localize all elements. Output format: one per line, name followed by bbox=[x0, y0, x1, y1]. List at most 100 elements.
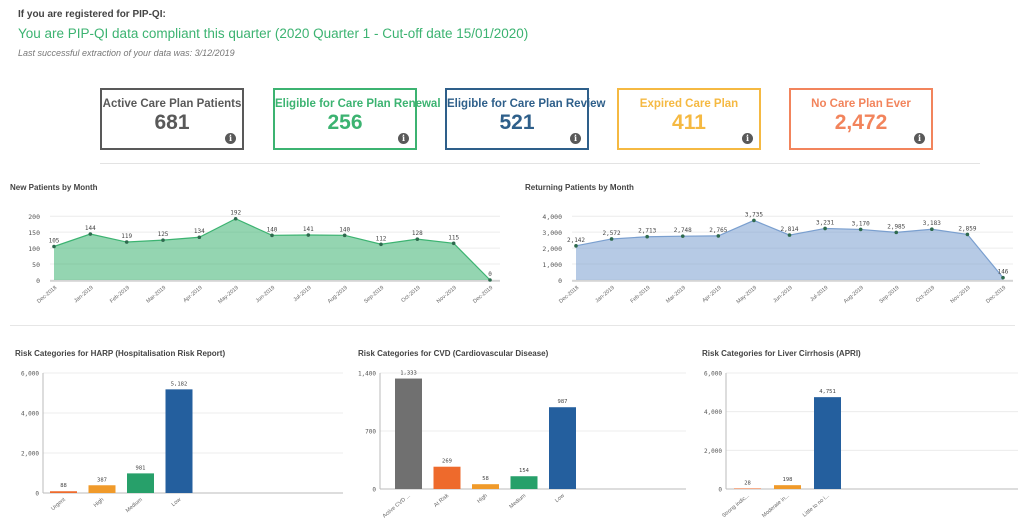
x-tick-label: Mar-2019 bbox=[665, 285, 687, 305]
y-tick-label: 6,000 bbox=[704, 371, 722, 378]
y-tick-label: 100 bbox=[28, 245, 40, 253]
bar bbox=[734, 488, 761, 489]
x-tick-label: Sep-2019 bbox=[363, 285, 385, 305]
kpi-value: 521 bbox=[499, 111, 535, 134]
data-point bbox=[1001, 275, 1005, 280]
y-tick-label: 700 bbox=[365, 429, 376, 436]
data-label: 141 bbox=[303, 226, 314, 233]
data-label: 987 bbox=[558, 399, 568, 405]
x-tick-label: Nov-2019 bbox=[436, 285, 458, 305]
data-point bbox=[342, 233, 347, 238]
y-tick-label: 150 bbox=[28, 229, 40, 237]
y-tick-label: 200 bbox=[28, 213, 40, 221]
kpi-eligible-renewal[interactable]: Eligible for Care Plan Renewal 256 i bbox=[273, 88, 441, 150]
y-tick-label: 0 bbox=[558, 277, 562, 285]
data-point bbox=[233, 216, 238, 221]
info-icon[interactable]: i bbox=[398, 133, 409, 144]
data-point bbox=[787, 233, 792, 237]
info-icon[interactable]: i bbox=[914, 133, 925, 144]
y-tick-label: 0 bbox=[372, 487, 376, 494]
data-label: 387 bbox=[97, 477, 107, 483]
registered-label: If you are registered for PIP-QI: bbox=[18, 9, 166, 20]
kpi-value: 256 bbox=[327, 111, 363, 134]
bar bbox=[774, 485, 801, 489]
data-label: 981 bbox=[136, 465, 146, 471]
x-tick-label: Jan-2019 bbox=[594, 285, 615, 304]
bar bbox=[127, 473, 154, 493]
data-label: 269 bbox=[442, 459, 452, 465]
info-icon[interactable]: i bbox=[225, 133, 236, 144]
data-label: 146 bbox=[998, 269, 1009, 276]
x-tick-label: Urgent bbox=[50, 497, 67, 513]
x-tick-label: Moderate in... bbox=[761, 493, 791, 520]
data-point bbox=[451, 241, 456, 246]
kpi-expired-care-plan[interactable]: Expired Care Plan 411 i bbox=[617, 88, 761, 150]
cvd-risk-panel: Risk Categories for CVD (Cardiovascular … bbox=[358, 349, 688, 524]
data-label: 105 bbox=[49, 238, 60, 245]
x-tick-label: May-2019 bbox=[736, 285, 759, 305]
data-label: 192 bbox=[230, 210, 241, 217]
data-point bbox=[574, 244, 578, 248]
x-tick-label: Nov-2019 bbox=[950, 285, 972, 305]
kpi-value: 2,472 bbox=[834, 111, 888, 134]
data-point bbox=[161, 238, 165, 242]
data-label: 0 bbox=[488, 271, 492, 278]
y-tick-label: 4,000 bbox=[704, 409, 722, 416]
x-tick-label: At Risk bbox=[433, 493, 450, 509]
data-point bbox=[270, 233, 274, 238]
compliance-status: You are PIP-QI data compliant this quart… bbox=[18, 26, 529, 41]
extraction-date: Last successful extraction of your data … bbox=[18, 48, 235, 58]
y-tick-label: 0 bbox=[36, 277, 40, 285]
data-label: 3,231 bbox=[816, 219, 834, 226]
y-tick-label: 2,000 bbox=[21, 451, 39, 458]
returning-patients-chart[interactable]: 0 1,000 2,000 3,000 4,000 2,142 Dec-2018 2,572 J… bbox=[525, 209, 1020, 305]
data-point bbox=[894, 230, 899, 235]
data-point bbox=[680, 234, 685, 238]
y-tick-label: 50 bbox=[32, 261, 40, 269]
liver-risk-panel: Risk Categories for Liver Cirrhosis (APR… bbox=[702, 349, 1020, 524]
liver-risk-chart[interactable]: 0 2,000 4,000 6,000 28 Strong indic... 198 Mode… bbox=[702, 371, 1020, 524]
kpi-active-care-plan[interactable]: Active Care Plan Patients 681 i bbox=[100, 88, 244, 150]
chart-title: Risk Categories for Liver Cirrhosis (APR… bbox=[702, 349, 861, 358]
harp-risk-panel: Risk Categories for HARP (Hospitalisatio… bbox=[15, 349, 345, 524]
x-tick-label: Active CVD ... bbox=[382, 493, 412, 520]
x-tick-label: Jun-2019 bbox=[772, 285, 793, 304]
x-tick-label: Jul-2019 bbox=[293, 285, 313, 303]
data-label: 58 bbox=[482, 476, 489, 482]
bar bbox=[510, 476, 538, 489]
data-label: 88 bbox=[60, 483, 67, 489]
kpi-label: No Care Plan Ever bbox=[811, 98, 911, 110]
harp-risk-chart[interactable]: 0 2,000 4,000 6,000 88 Urgent 387 High 981 Medium… bbox=[15, 371, 345, 524]
bar bbox=[433, 466, 461, 489]
info-icon[interactable]: i bbox=[570, 133, 581, 144]
data-point bbox=[197, 235, 202, 240]
data-label: 140 bbox=[267, 226, 278, 233]
y-tick-label: 2,000 bbox=[704, 448, 722, 455]
info-icon[interactable]: i bbox=[742, 133, 753, 144]
data-point bbox=[858, 227, 863, 232]
x-tick-label: Dec-2019 bbox=[472, 285, 494, 305]
data-label: 154 bbox=[519, 468, 530, 474]
kpi-no-care-plan[interactable]: No Care Plan Ever 2,472 i bbox=[789, 88, 933, 150]
data-point bbox=[823, 226, 827, 231]
cvd-risk-chart[interactable]: 0 700 1,400 1,333 Active CVD ... 269 At Risk 58… bbox=[358, 371, 688, 524]
x-tick-label: Medium bbox=[508, 493, 527, 510]
area-fill bbox=[576, 220, 1003, 280]
kpi-eligible-review[interactable]: Eligible for Care Plan Review 521 i bbox=[445, 88, 606, 150]
data-label: 4,751 bbox=[819, 389, 836, 395]
bar bbox=[395, 378, 422, 489]
data-point bbox=[716, 234, 721, 238]
data-point bbox=[488, 278, 492, 282]
x-tick-label: Little to no i... bbox=[802, 493, 831, 519]
y-tick-label: 2,000 bbox=[542, 245, 562, 253]
x-tick-label: Aug-2019 bbox=[327, 285, 349, 305]
x-tick-label: Dec-2018 bbox=[36, 285, 58, 305]
data-label: 2,142 bbox=[567, 237, 585, 244]
new-patients-chart[interactable]: 0 50 100 150 200 105 Dec-2018 144 Jan-2019 119 Feb… bbox=[10, 209, 510, 305]
data-label: 1,333 bbox=[400, 371, 417, 377]
data-label: 3,735 bbox=[745, 211, 763, 218]
x-tick-label: Mar-2019 bbox=[145, 285, 167, 305]
x-tick-label: Jul-2019 bbox=[809, 285, 829, 303]
y-tick-label: 0 bbox=[718, 487, 722, 494]
data-label: 2,859 bbox=[958, 225, 976, 232]
